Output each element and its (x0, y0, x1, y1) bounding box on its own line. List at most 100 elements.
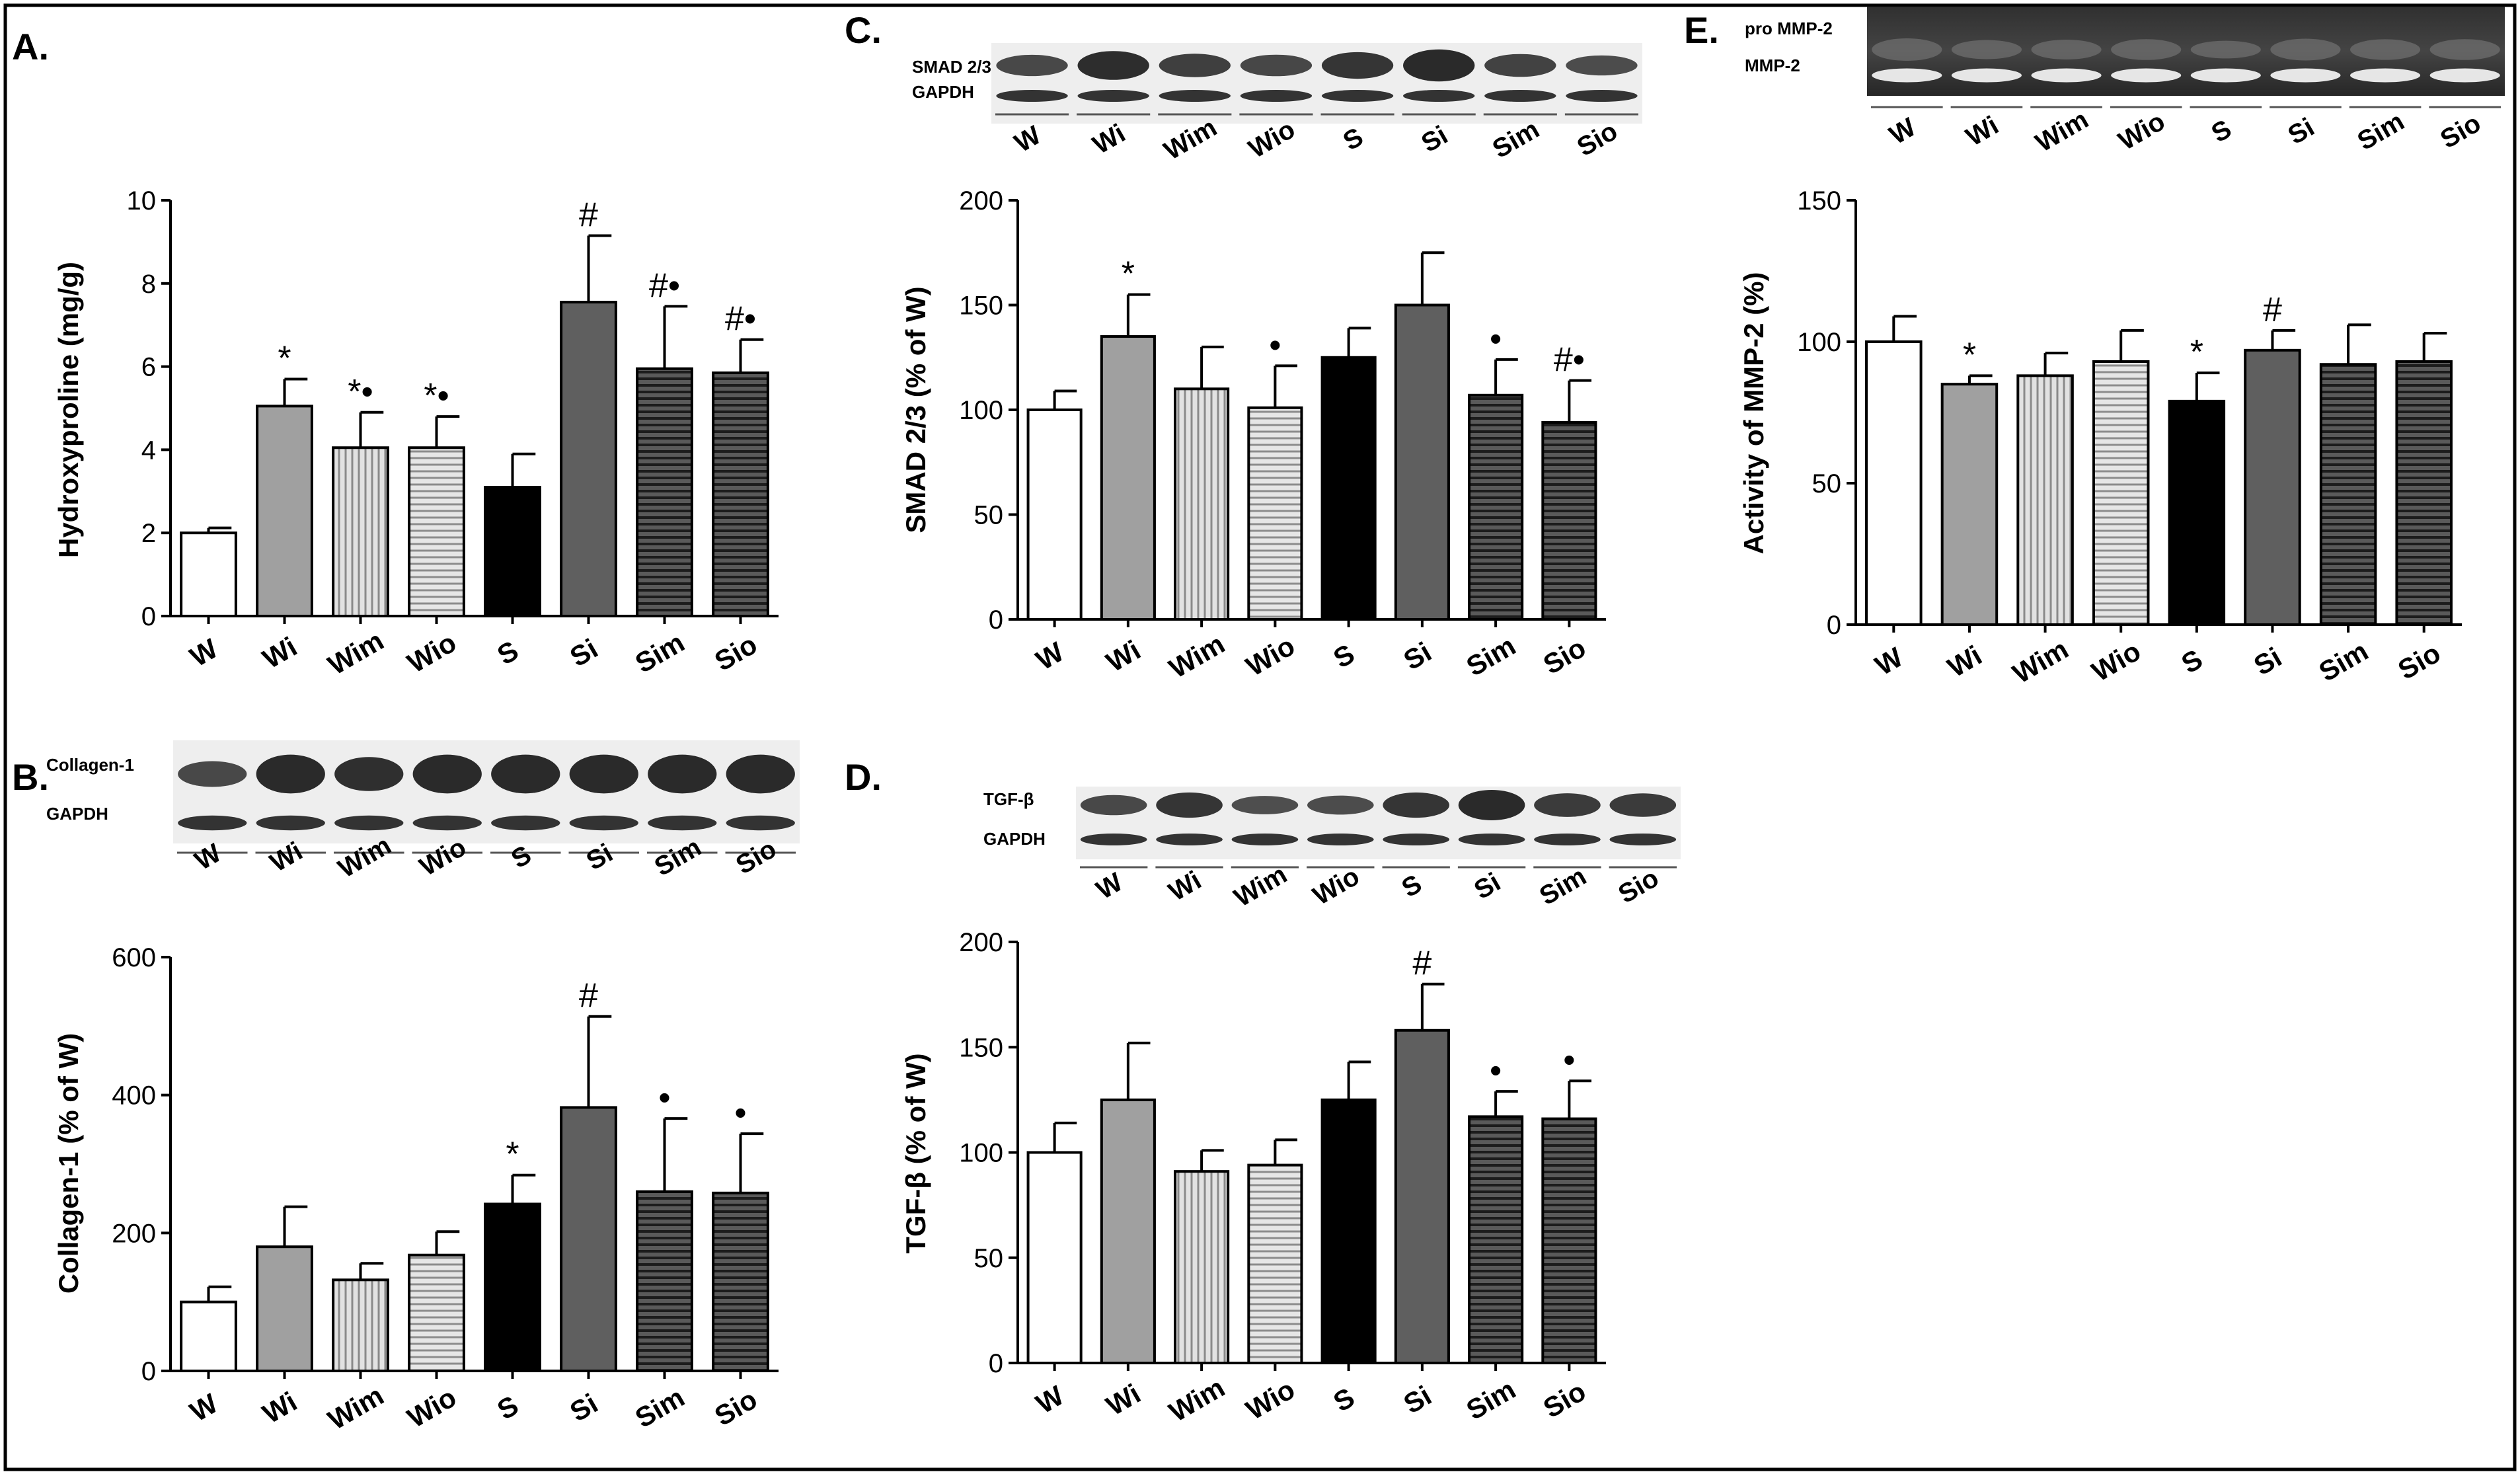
y-tick-label: 150 (959, 292, 1003, 321)
band-gapdh-Wi (256, 815, 325, 831)
band-gapdh-Sim (1484, 90, 1556, 102)
band-gapdh-Wio (1240, 90, 1313, 102)
significance-marker-Sim: • (1490, 320, 1502, 358)
band-mmp-2-S (2190, 68, 2261, 83)
significance-marker-S: * (506, 1136, 519, 1174)
bar-Sio (1541, 1117, 1597, 1365)
panel-label: B. (12, 756, 49, 798)
band-gapdh-Sio (726, 815, 795, 831)
y-tick-label: 6 (141, 353, 156, 382)
y-tick-label: 8 (141, 270, 156, 299)
band-tgf--Sim (1534, 793, 1601, 817)
band-pro-mmp-2-S (2190, 40, 2261, 59)
bar-S (1320, 356, 1377, 621)
band-gapdh-Sim (1534, 834, 1601, 845)
y-tick-label: 100 (1797, 328, 1841, 357)
band-smad-2-3-Sim (1484, 54, 1556, 77)
band-collagen-1-W (178, 761, 247, 787)
bar-Wi (1100, 1098, 1156, 1364)
y-tick-label: 100 (959, 396, 1003, 425)
bar-Wio (408, 1253, 465, 1372)
bar-Si (560, 301, 617, 617)
bar-Sio (2395, 360, 2453, 627)
band-pro-mmp-2-Sim (2349, 39, 2421, 60)
significance-marker-S: * (2190, 333, 2203, 371)
band-smad-2-3-Sio (1566, 55, 1638, 76)
band-gapdh-Wi (1077, 90, 1149, 102)
y-axis-label: Hydroxyproline (mg/g) (53, 262, 84, 558)
bar-Sio (712, 1191, 769, 1372)
blot-row-label: GAPDH (46, 804, 108, 824)
y-axis-label: Collagen-1 (% of W) (53, 1033, 84, 1294)
blot-row-label: pro MMP-2 (1745, 19, 1833, 38)
y-tick-label: 4 (141, 436, 156, 465)
significance-marker-Sio: • (734, 1094, 746, 1132)
y-axis-label: Activity of MMP-2 (%) (1738, 272, 1769, 554)
y-tick-label: 200 (959, 928, 1003, 957)
band-pro-mmp-2-Wio (2111, 39, 2182, 60)
bar-S (1320, 1098, 1377, 1364)
band-mmp-2-W (1872, 68, 1942, 83)
band-mmp-2-Wio (2111, 68, 2182, 83)
band-collagen-1-Wi (256, 754, 325, 794)
band-smad-2-3-S (1321, 52, 1394, 79)
band-smad-2-3-Si (1403, 49, 1475, 82)
bar-Sim (1468, 393, 1524, 621)
band-collagen-1-Sim (648, 754, 717, 794)
y-tick-label: 100 (959, 1139, 1003, 1168)
bar-S (484, 486, 541, 618)
band-collagen-1-S (491, 754, 560, 794)
bar-Sim (2319, 363, 2377, 626)
bar-Wi (256, 1245, 313, 1372)
panel-label: E. (1684, 9, 1719, 51)
blot-row-label: TGF-β (983, 789, 1034, 809)
band-smad-2-3-Wio (1240, 54, 1313, 77)
significance-marker-Sim: #• (649, 266, 680, 305)
bar-Si (2244, 348, 2301, 627)
band-smad-2-3-Wim (1159, 54, 1231, 77)
band-tgf--Wi (1156, 792, 1223, 818)
blot-row-label: SMAD 2/3 (912, 57, 991, 77)
band-collagen-1-Wio (412, 754, 482, 794)
band-gapdh-S (1383, 834, 1450, 845)
significance-marker-Wi: * (1963, 336, 1976, 374)
bar-Sim (636, 367, 693, 617)
band-gapdh-W (178, 815, 247, 831)
blot-row-label: MMP-2 (1745, 56, 1800, 75)
band-tgf--Wio (1307, 795, 1374, 815)
bar-Wio (408, 446, 465, 617)
band-tgf--S (1383, 792, 1450, 818)
y-tick-label: 600 (112, 943, 156, 972)
y-tick-label: 0 (989, 605, 1003, 635)
band-gapdh-Wim (1231, 834, 1299, 845)
band-gapdh-Wio (412, 815, 482, 831)
significance-marker-Sim: • (658, 1079, 670, 1117)
significance-marker-Si: # (2263, 291, 2282, 329)
bar-Wim (1174, 1170, 1230, 1365)
band-gapdh-Wi (1156, 834, 1223, 845)
panel-label: D. (845, 756, 882, 798)
band-pro-mmp-2-Sio (2429, 39, 2500, 60)
bar-Wim (1174, 387, 1230, 621)
band-tgf--Wim (1231, 796, 1299, 814)
band-mmp-2-Sim (2349, 68, 2421, 83)
bar-Wim (332, 446, 389, 617)
significance-marker-Wi: * (278, 339, 291, 377)
y-axis-label: TGF-β (% of W) (900, 1053, 931, 1253)
bar-Wim (2016, 374, 2074, 626)
bar-S (2168, 399, 2226, 626)
significance-marker-Wi: * (1122, 255, 1135, 293)
y-tick-label: 50 (974, 501, 1004, 530)
bar-S (484, 1202, 541, 1372)
panel-label: C. (845, 9, 882, 51)
band-pro-mmp-2-Wim (2031, 40, 2102, 59)
band-smad-2-3-Wi (1077, 51, 1149, 80)
band-gapdh-Si (1458, 834, 1525, 845)
y-tick-label: 0 (989, 1349, 1003, 1378)
band-smad-2-3-W (996, 54, 1068, 77)
